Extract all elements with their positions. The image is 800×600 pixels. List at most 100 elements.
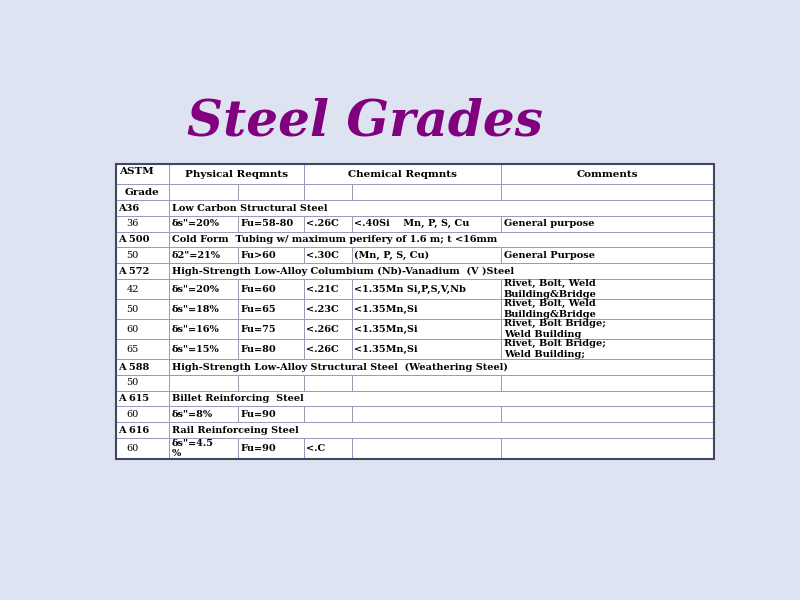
Text: δs"=20%: δs"=20%: [172, 284, 220, 293]
Bar: [502, 319, 714, 339]
Text: <.26C: <.26C: [306, 344, 339, 353]
Text: δs"=4.5
%: δs"=4.5 %: [172, 439, 214, 458]
Text: Chemical Reqmnts: Chemical Reqmnts: [348, 170, 457, 179]
Bar: [238, 216, 304, 232]
Bar: [170, 164, 304, 184]
Bar: [304, 375, 352, 391]
Bar: [238, 319, 304, 339]
Bar: [304, 279, 352, 299]
Bar: [238, 339, 304, 359]
Text: 65: 65: [126, 344, 139, 353]
Text: Fu=58-80: Fu=58-80: [241, 220, 294, 229]
Bar: [304, 247, 352, 263]
Bar: [170, 263, 714, 279]
Bar: [115, 263, 170, 279]
Text: Rivet, Bolt Bridge;
Weld Building: Rivet, Bolt Bridge; Weld Building: [504, 319, 606, 339]
Bar: [352, 184, 502, 200]
Text: Comments: Comments: [577, 170, 638, 179]
Bar: [115, 319, 170, 339]
Text: A 588: A 588: [118, 362, 150, 371]
Bar: [170, 184, 238, 200]
Bar: [115, 422, 170, 438]
Text: δs"=18%: δs"=18%: [172, 305, 219, 314]
Bar: [502, 216, 714, 232]
Bar: [304, 299, 352, 319]
Bar: [115, 438, 170, 460]
Bar: [170, 422, 714, 438]
Bar: [304, 164, 502, 184]
Text: <.30C: <.30C: [306, 251, 339, 260]
Bar: [115, 200, 170, 216]
Bar: [170, 319, 238, 339]
Bar: [502, 247, 714, 263]
Text: <.40Si    Mn, P, S, Cu: <.40Si Mn, P, S, Cu: [354, 220, 470, 229]
Text: <.26C: <.26C: [306, 325, 339, 334]
Bar: [238, 247, 304, 263]
Bar: [352, 438, 502, 460]
Text: Fu=80: Fu=80: [241, 344, 276, 353]
Text: Fu=65: Fu=65: [241, 305, 276, 314]
Text: δs"=20%: δs"=20%: [172, 220, 220, 229]
Text: 50: 50: [126, 251, 139, 260]
Text: Physical Reqmnts: Physical Reqmnts: [185, 170, 288, 179]
Bar: [170, 200, 714, 216]
Bar: [238, 184, 304, 200]
Bar: [170, 299, 238, 319]
Text: δs"=15%: δs"=15%: [172, 344, 219, 353]
Text: Rivet, Bolt Bridge;
Weld Building;: Rivet, Bolt Bridge; Weld Building;: [504, 339, 606, 359]
Bar: [502, 438, 714, 460]
Bar: [352, 319, 502, 339]
Bar: [170, 247, 238, 263]
Bar: [238, 406, 304, 422]
Bar: [352, 247, 502, 263]
Bar: [304, 319, 352, 339]
Bar: [170, 438, 238, 460]
Text: High-Strength Low-Alloy Structural Steel  (Weathering Steel): High-Strength Low-Alloy Structural Steel…: [173, 362, 508, 371]
Text: 60: 60: [126, 444, 139, 453]
Text: Fu=90: Fu=90: [241, 410, 276, 419]
Text: Fu=60: Fu=60: [241, 284, 276, 293]
Text: 60: 60: [126, 325, 139, 334]
Text: Rail Reinforceing Steel: Rail Reinforceing Steel: [173, 425, 299, 434]
Bar: [304, 406, 352, 422]
Bar: [502, 406, 714, 422]
Text: 60: 60: [126, 410, 139, 419]
Text: 50: 50: [126, 305, 139, 314]
Text: General purpose: General purpose: [504, 220, 594, 229]
Bar: [304, 184, 352, 200]
Text: Fu=90: Fu=90: [241, 444, 276, 453]
Bar: [502, 279, 714, 299]
Text: Grade: Grade: [125, 188, 159, 197]
Text: <1.35Mn,Si: <1.35Mn,Si: [354, 305, 418, 314]
Bar: [115, 406, 170, 422]
Text: <.26C: <.26C: [306, 220, 339, 229]
Bar: [170, 375, 238, 391]
Text: <1.35Mn,Si: <1.35Mn,Si: [354, 325, 418, 334]
Text: A36: A36: [118, 203, 139, 212]
Bar: [352, 299, 502, 319]
Text: 50: 50: [126, 379, 139, 388]
Text: A 616: A 616: [118, 425, 149, 434]
Bar: [502, 375, 714, 391]
Text: δ2"=21%: δ2"=21%: [172, 251, 221, 260]
Text: 36: 36: [126, 220, 139, 229]
Bar: [238, 375, 304, 391]
Bar: [170, 279, 238, 299]
Bar: [304, 438, 352, 460]
Bar: [170, 391, 714, 406]
Bar: [115, 279, 170, 299]
Bar: [115, 339, 170, 359]
Bar: [352, 279, 502, 299]
Text: A 500: A 500: [118, 235, 150, 244]
Bar: [170, 216, 238, 232]
Bar: [115, 299, 170, 319]
Bar: [502, 184, 714, 200]
Bar: [170, 359, 714, 375]
Bar: [115, 164, 714, 460]
Bar: [304, 216, 352, 232]
Text: Cold Form  Tubing w/ maximum perifery of 1.6 m; t <16mm: Cold Form Tubing w/ maximum perifery of …: [173, 235, 498, 244]
Bar: [502, 164, 714, 184]
Bar: [352, 406, 502, 422]
Text: <1.35Mn Si,P,S,V,Nb: <1.35Mn Si,P,S,V,Nb: [354, 284, 466, 293]
Bar: [115, 359, 170, 375]
